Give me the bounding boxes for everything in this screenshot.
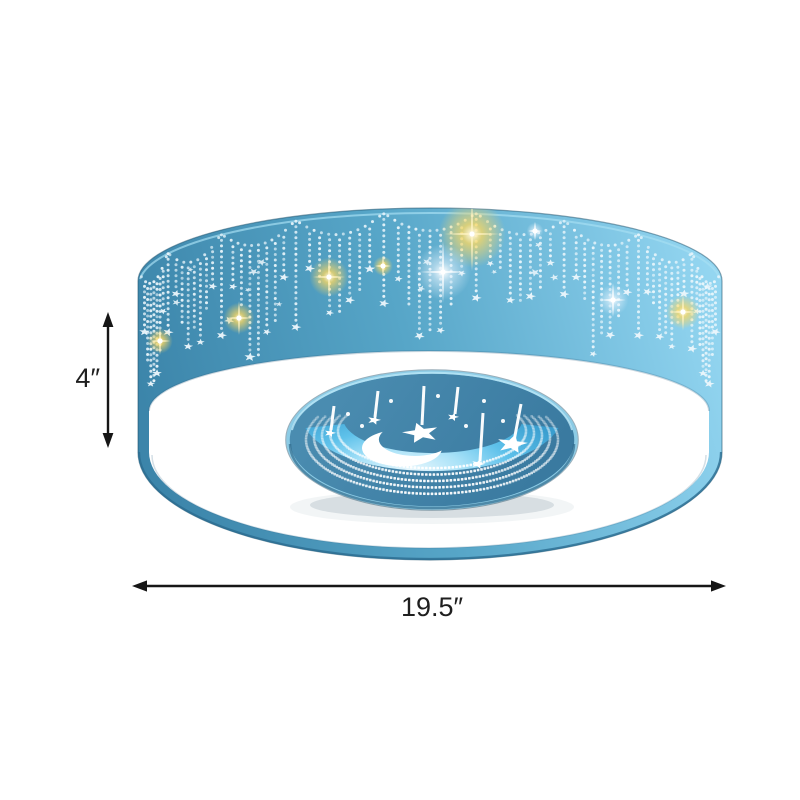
width-dimension-arrow — [132, 580, 726, 592]
center-medallion — [285, 369, 579, 511]
small-star-cutout — [472, 459, 485, 469]
pinhole-cutout — [360, 424, 364, 428]
width-dimension-label: 19.5″ — [400, 592, 464, 622]
pinhole-cutout — [464, 424, 468, 428]
pinhole-cutout — [436, 394, 440, 398]
shooting-star-trail — [478, 412, 485, 462]
star-garland — [139, 208, 721, 388]
moon-cutout — [362, 429, 442, 467]
height-dimension-arrow — [102, 312, 114, 448]
small-star-cutout — [325, 429, 336, 437]
small-star-cutout — [368, 415, 381, 425]
shooting-star-trail — [453, 386, 460, 415]
shooting-star-trail — [512, 403, 523, 442]
pinhole-cutout — [389, 399, 393, 403]
shooting-star-trail — [373, 390, 380, 418]
big-star-cutout — [402, 422, 438, 443]
pinhole-cutout — [482, 399, 486, 403]
small-star-cutout — [448, 413, 459, 421]
big-star-cutout — [498, 434, 528, 453]
height-dimension-label: 4″ — [75, 363, 100, 393]
pinhole-cutout — [346, 412, 350, 416]
shooting-star-trail — [420, 385, 426, 426]
lamp-illustration — [137, 207, 723, 561]
pinhole-cutout — [501, 419, 505, 423]
shooting-star-trail — [329, 405, 336, 431]
